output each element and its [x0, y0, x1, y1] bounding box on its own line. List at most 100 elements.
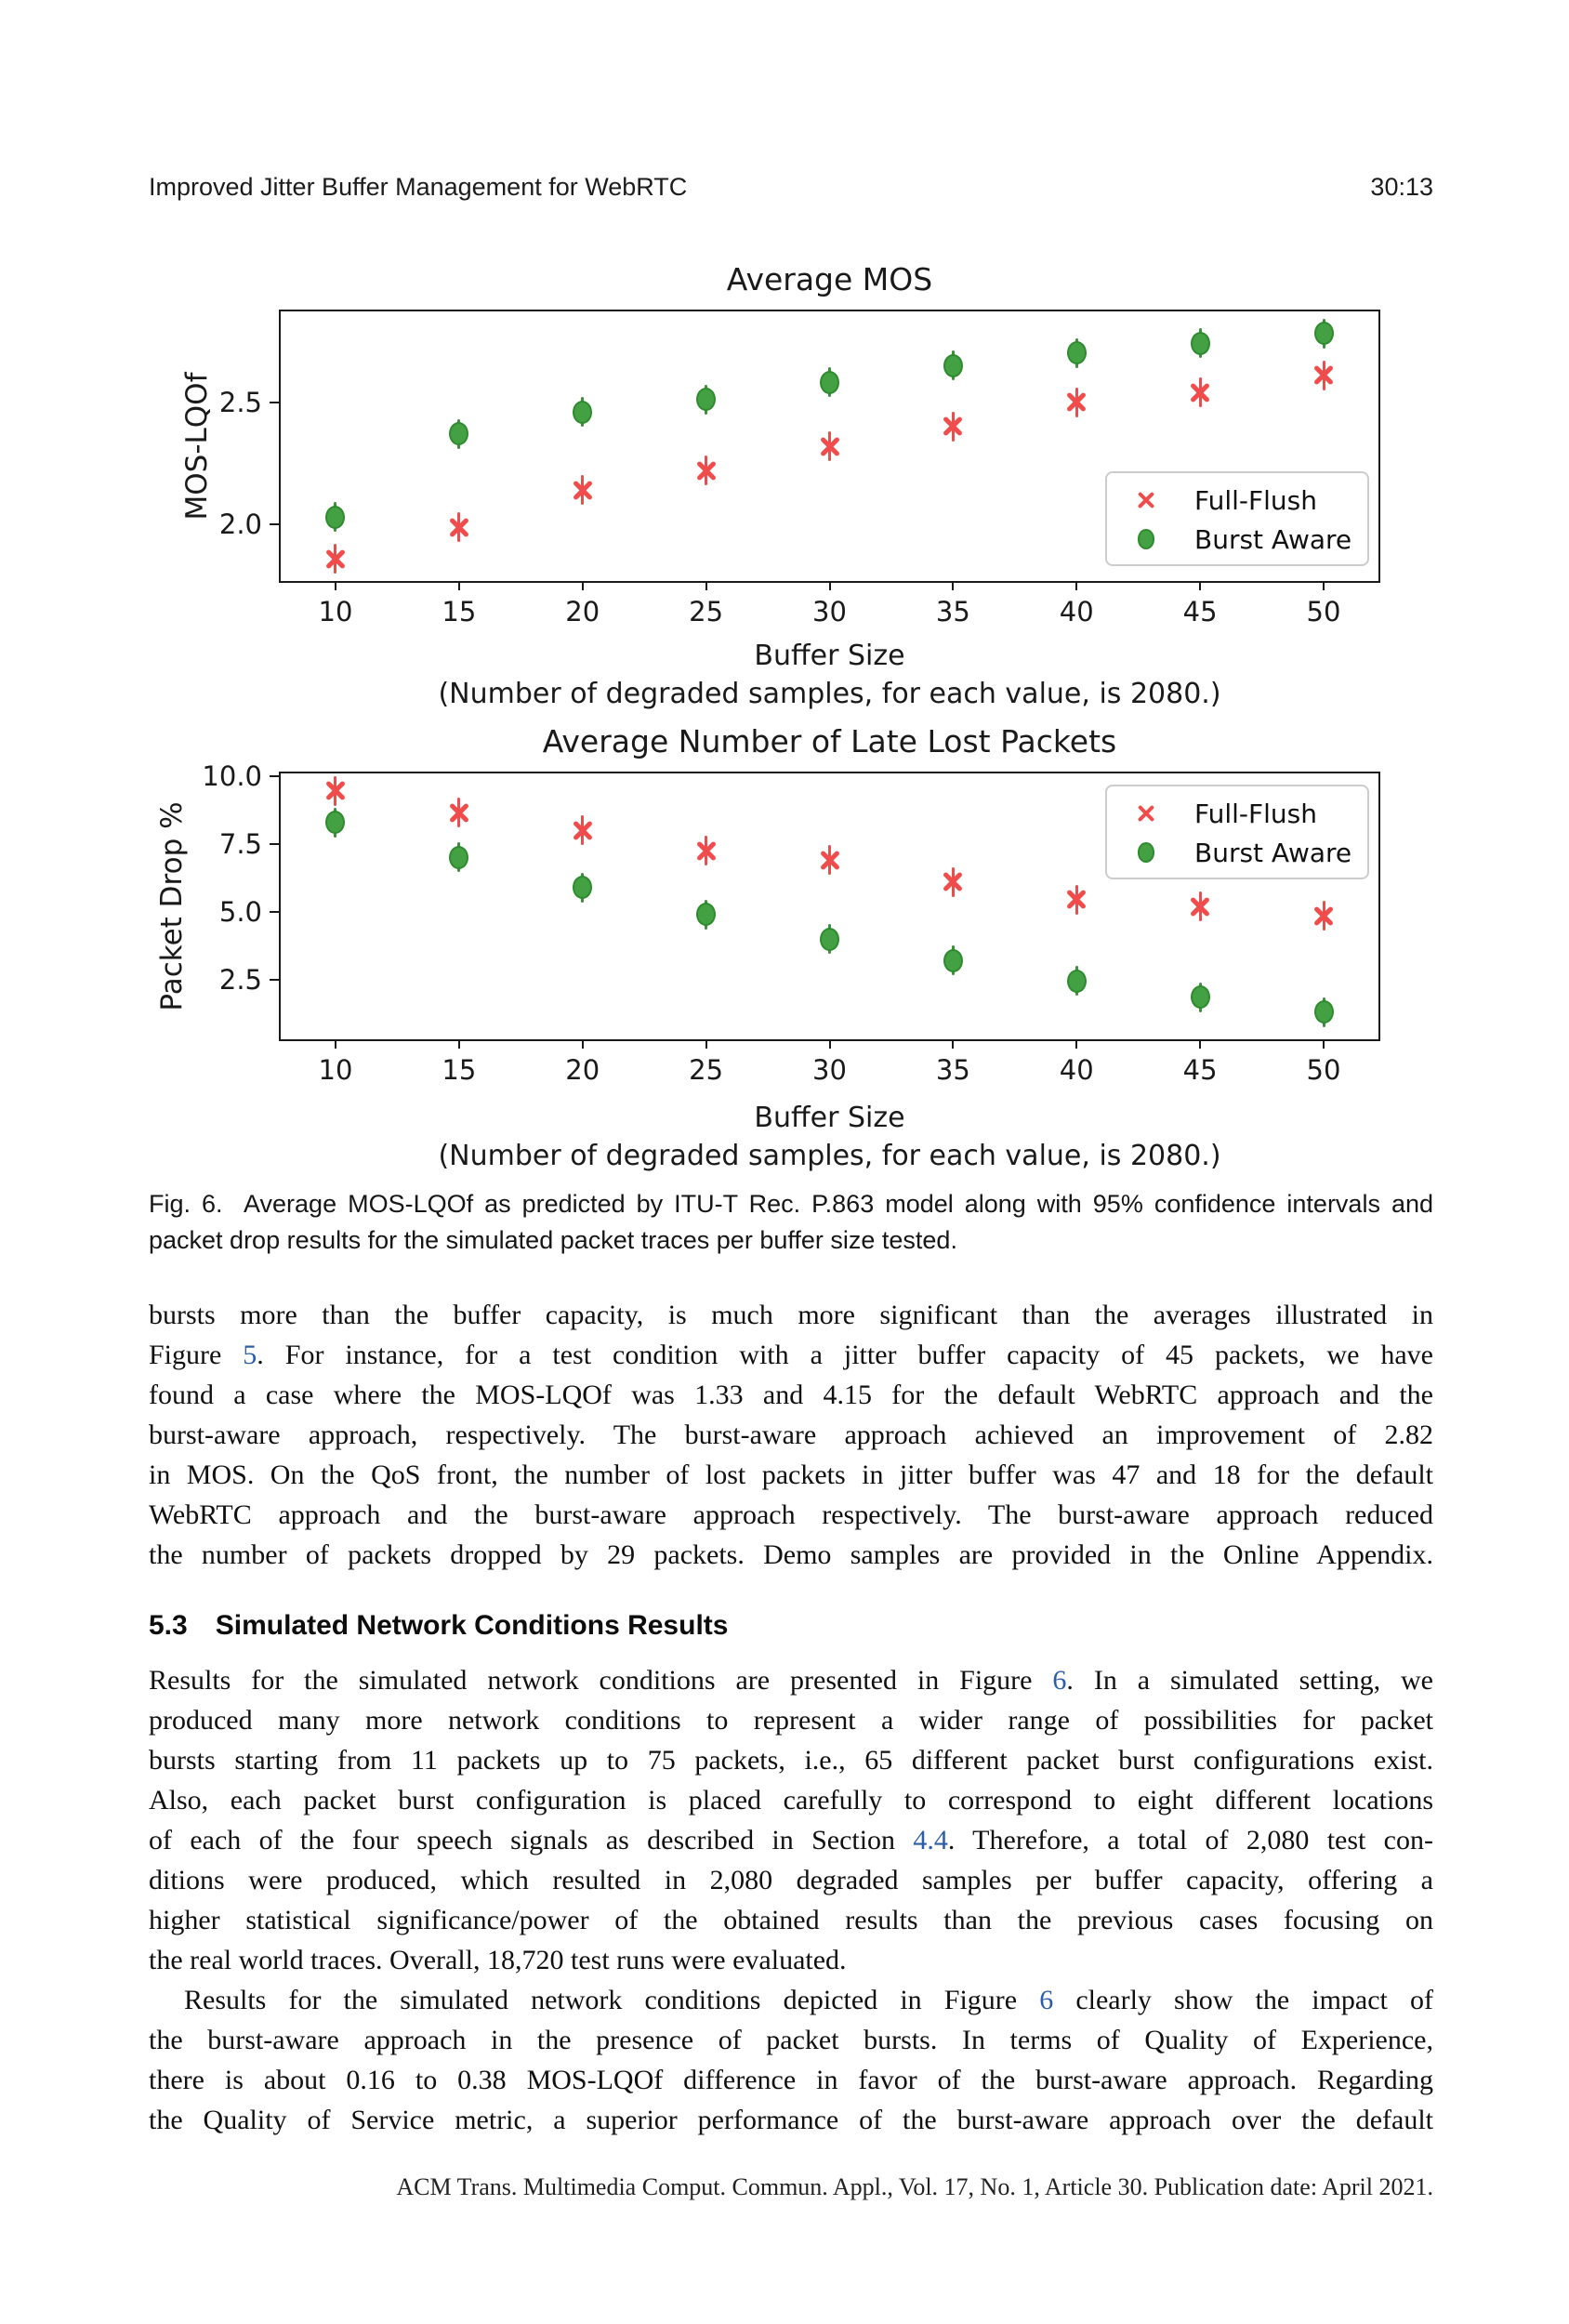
x-tick-label: 25 [689, 1054, 724, 1086]
text-segment: Results for the simulated network condit… [149, 1665, 1053, 1696]
circle-marker-dot [1190, 331, 1210, 355]
text-segment: Results for the simulated network condit… [184, 1985, 1040, 2015]
x-tick-label: 25 [689, 596, 724, 627]
text-line: bursts starting from 11 packets up to 75… [149, 1740, 1433, 1780]
paragraph-1: bursts more than the buffer capacity, is… [149, 1295, 1433, 1575]
legend-entry: Full-Flush [1131, 794, 1367, 833]
y-tick-label: 7.5 [218, 827, 262, 860]
x-tick-mark [705, 581, 707, 590]
legend-circle-icon [1131, 526, 1161, 552]
x-tick-mark [1075, 1039, 1078, 1049]
legend-x-icon [1131, 800, 1161, 826]
x-tick-label: 20 [565, 1054, 600, 1086]
x-tick-mark [1323, 1039, 1325, 1049]
text-segment: the real world traces. Overall, 18,720 t… [149, 1945, 847, 1975]
text-segment: WebRTC approach and the burst-aware appr… [149, 1499, 1433, 1530]
x-tick-mark [705, 1039, 707, 1049]
y-tick-mark [270, 910, 279, 913]
text-line: Fig. 6. Average MOS-LQOf as predicted by… [149, 1186, 1433, 1222]
legend-label: Full-Flush [1194, 798, 1317, 829]
circle-marker-dot [325, 505, 346, 529]
legend-label: Burst Aware [1194, 523, 1352, 555]
section-heading: 5.3 Simulated Network Conditions Results [149, 1605, 1433, 1646]
text-segment: there is about 0.16 to 0.38 MOS-LQOf dif… [149, 2065, 1433, 2095]
x-tick-label: 40 [1059, 596, 1094, 627]
text-segment: burst-aware approach, respectively. The … [149, 1419, 1433, 1450]
x-tick-mark [1199, 581, 1202, 590]
text-line: produced many more network conditions to… [149, 1700, 1433, 1740]
text-line: burst-aware approach, respectively. The … [149, 1415, 1433, 1455]
x-axis-note-2: (Number of degraded samples, for each va… [438, 1140, 1221, 1172]
text-segment: bursts starting from 11 packets up to 75… [149, 1745, 1433, 1776]
circle-marker-dot [943, 948, 963, 972]
legend-entry: Burst Aware [1131, 833, 1367, 872]
text-segment: bursts more than the buffer capacity, is… [149, 1300, 1433, 1330]
text-line: the real world traces. Overall, 18,720 t… [149, 1940, 1433, 1980]
circle-marker-dot [1313, 322, 1334, 346]
text-segment: . For instance, for a test condition wit… [257, 1340, 1433, 1370]
text-segment: packet drop results for the simulated pa… [149, 1226, 957, 1254]
x-axis-label-buffer-size-2: Buffer Size [754, 1102, 905, 1134]
chart-title-late-lost-packets: Average Number of Late Lost Packets [542, 723, 1117, 759]
page-number: 30:13 [1370, 173, 1433, 201]
text-line: Figure 5. For instance, for a test condi… [149, 1335, 1433, 1375]
x-tick-mark [952, 581, 955, 590]
text-segment: produced many more network conditions to… [149, 1705, 1433, 1736]
text-line: Also, each packet burst configuration is… [149, 1780, 1433, 1820]
y-tick-label: 2.5 [218, 386, 262, 418]
text-line: Results for the simulated network condit… [149, 1660, 1433, 1700]
x-tick-label: 45 [1182, 1054, 1218, 1086]
circle-marker-dot [1066, 969, 1087, 993]
legend-entry: Full-Flush [1131, 481, 1367, 520]
text-line: the burst-aware approach in the presence… [149, 2020, 1433, 2060]
x-tick-mark [581, 581, 584, 590]
legend-label: Full-Flush [1194, 484, 1317, 516]
figure-caption: Fig. 6. Average MOS-LQOf as predicted by… [149, 1186, 1433, 1259]
x-tick-mark [1075, 581, 1078, 590]
text-line: in MOS. On the QoS front, the number of … [149, 1455, 1433, 1495]
section-number: 5.3 [149, 1610, 188, 1641]
paragraph-3: Results for the simulated network condit… [149, 1980, 1433, 2140]
circle-marker-dot [325, 811, 346, 835]
legend-entry: Burst Aware [1131, 520, 1367, 559]
running-head: Improved Jitter Buffer Management for We… [149, 173, 1433, 202]
x-tick-mark [457, 1039, 460, 1049]
cross-reference-link[interactable]: 5 [243, 1340, 257, 1370]
x-tick-mark [1323, 581, 1325, 590]
x-tick-label: 10 [318, 596, 353, 627]
x-tick-mark [1199, 1039, 1202, 1049]
cross-reference-link[interactable]: 4.4 [913, 1825, 948, 1855]
cross-reference-link[interactable]: 6 [1039, 1985, 1054, 2015]
x-tick-label: 20 [565, 596, 600, 627]
text-segment: Figure [149, 1340, 244, 1370]
x-tick-label: 10 [318, 1054, 353, 1086]
paper-title: Improved Jitter Buffer Management for We… [149, 173, 688, 201]
circle-marker-dot [696, 388, 717, 412]
y-tick-mark [270, 774, 279, 777]
text-line: the number of packets dropped by 29 pack… [149, 1535, 1433, 1575]
y-tick-label: 2.0 [218, 508, 262, 541]
text-segment: of each of the four speech signals as de… [149, 1825, 914, 1855]
cross-reference-link[interactable]: 6 [1052, 1665, 1067, 1696]
x-tick-mark [828, 581, 831, 590]
x-tick-mark [828, 1039, 831, 1049]
circle-marker-dot [1313, 1000, 1334, 1024]
text-line: higher statistical significance/power of… [149, 1900, 1433, 1940]
x-tick-mark [952, 1039, 955, 1049]
text-line: of each of the four speech signals as de… [149, 1820, 1433, 1860]
circle-marker-dot [1138, 529, 1154, 549]
circle-marker-dot [820, 927, 839, 951]
circle-marker-dot [1190, 985, 1210, 1010]
y-tick-mark [270, 978, 279, 981]
text-segment: . Therefore, a total of 2,080 test con- [947, 1825, 1433, 1855]
body-text-column: bursts more than the buffer capacity, is… [149, 1295, 1433, 2140]
x-tick-mark [457, 581, 460, 590]
plot-area-average-mos: 2.0 2.5 10 15 20 25 30 35 40 45 50 Full-Flush Burst … [219, 310, 1380, 627]
chart-legend: Full-Flush Burst Aware [1105, 471, 1369, 566]
text-line: WebRTC approach and the burst-aware appr… [149, 1495, 1433, 1535]
x-tick-label: 30 [812, 596, 847, 627]
x-tick-label: 30 [812, 1054, 847, 1086]
legend-label: Burst Aware [1194, 837, 1352, 868]
circle-marker-dot [573, 400, 593, 424]
